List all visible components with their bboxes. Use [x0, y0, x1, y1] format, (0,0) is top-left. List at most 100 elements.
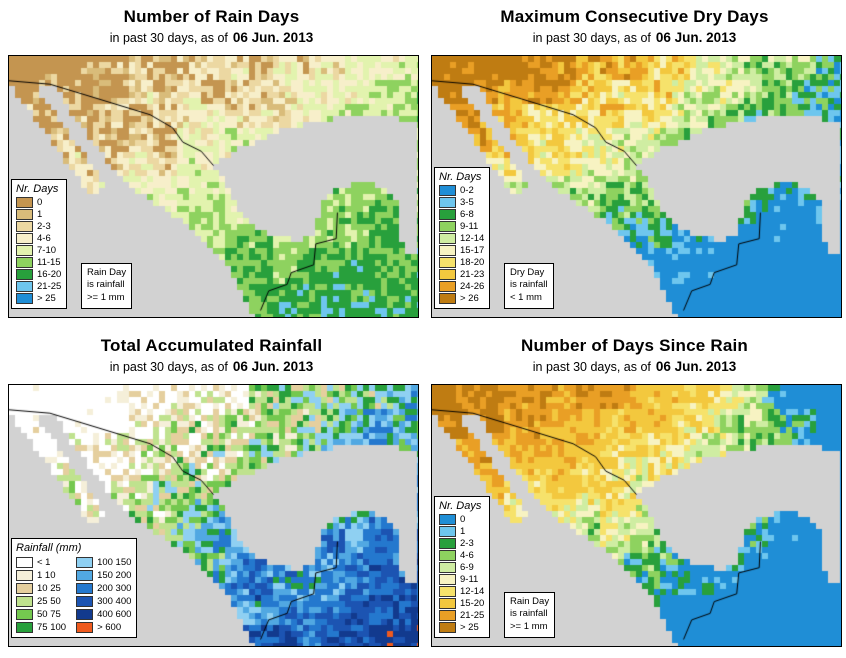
subtitle-text: in past 30 days, as of [532, 360, 651, 374]
panel-subtitle: in past 30 days, as of 06 Jun. 2013 [423, 30, 846, 45]
legend-swatch [76, 609, 94, 620]
legend-row: 21-23 [439, 269, 484, 280]
legend-row: 9-11 [439, 574, 484, 585]
legend-swatch [76, 622, 94, 633]
legend-swatch [439, 586, 456, 597]
legend-note-days-since-rain: Rain Day is rainfall >= 1 mm [504, 591, 556, 638]
legend-label: 6-9 [460, 562, 474, 573]
legend-row: 21-25 [439, 610, 484, 621]
legend-label: 10 25 [37, 583, 61, 594]
legend-row: > 600 [76, 622, 131, 633]
legend-label: > 25 [37, 293, 56, 304]
legend-label: 100 150 [97, 557, 132, 568]
legend-swatch [439, 269, 456, 280]
legend-row: 4-6 [16, 233, 61, 244]
legend-label: 400 600 [97, 609, 132, 620]
legend-row: 0-2 [439, 185, 484, 196]
legend-swatch [76, 570, 94, 581]
legend-label: 11-15 [37, 257, 61, 268]
legend-swatch [439, 245, 456, 256]
legend-label: 1 10 [37, 570, 56, 581]
legend-swatch [76, 583, 94, 594]
legend-label: < 1 [37, 557, 51, 568]
legend-row: 2-3 [439, 538, 484, 549]
legend-label: 21-25 [37, 281, 62, 292]
legend-label: > 25 [460, 622, 479, 633]
legend-swatch [439, 209, 456, 220]
legend-label: 4-6 [460, 550, 474, 561]
legend-label: 6-8 [460, 209, 474, 220]
legend-label: 15-17 [460, 245, 485, 256]
legend-row: 0 [439, 514, 484, 525]
legend-row: 150 200 [76, 570, 131, 581]
legend-swatch [439, 257, 456, 268]
legend-swatch [439, 538, 456, 549]
legend-swatch [16, 221, 33, 232]
subtitle-text: in past 30 days, as of [109, 31, 228, 45]
legend-row: 1 10 [16, 570, 66, 581]
legend-swatch [439, 185, 456, 196]
legend-label: 21-25 [460, 610, 485, 621]
legend-row: 9-11 [439, 221, 484, 232]
legend-swatch [439, 550, 456, 561]
legend-label: 0 [37, 197, 43, 208]
legend-rainfall: Rainfall (mm) < 1 1 10 10 25 25 50 50 75 75 10… [11, 538, 138, 638]
panel-subtitle: in past 30 days, as of 06 Jun. 2013 [423, 359, 846, 374]
legend-swatch [16, 557, 33, 568]
legend-row: 16-20 [16, 269, 61, 280]
subtitle-text: in past 30 days, as of [532, 31, 651, 45]
legend-label: 4-6 [37, 233, 51, 244]
subtitle-text: in past 30 days, as of [109, 360, 228, 374]
legend-title: Nr. Days [439, 171, 482, 183]
legend-row: 0 [16, 197, 61, 208]
legend-row: 12-14 [439, 586, 484, 597]
legend-row: 21-25 [16, 281, 61, 292]
legend-swatch [16, 281, 33, 292]
map-days-since-rain: Nr. Days 0 1 2-3 4-6 6-9 9-11 12-14 15-20 21-25 > … [431, 384, 842, 647]
legend-label: 15-20 [460, 598, 485, 609]
legend-row: 200 300 [76, 583, 131, 594]
legend-swatch [16, 622, 33, 633]
map-canvas-days-since-rain [432, 385, 841, 646]
legend-label: > 26 [460, 293, 479, 304]
legend-row: 18-20 [439, 257, 484, 268]
legend-swatch [16, 293, 33, 304]
legend-row: 10 25 [16, 583, 66, 594]
legend-label: 12-14 [460, 586, 485, 597]
legend-row: 100 150 [76, 557, 131, 568]
legend-label: 9-11 [460, 221, 479, 232]
legend-label: 24-26 [460, 281, 485, 292]
legend-swatch [439, 293, 456, 304]
legend-swatch [16, 197, 33, 208]
map-canvas-dry-days [432, 56, 841, 317]
legend-label: 300 400 [97, 596, 132, 607]
panel-rain-days: Number of Rain Days in past 30 days, as … [0, 0, 423, 329]
legend-label: 18-20 [460, 257, 485, 268]
legend-row: > 26 [439, 293, 484, 304]
legend-row: 300 400 [76, 596, 131, 607]
legend-label: 75 100 [37, 622, 67, 633]
legend-swatch [76, 596, 94, 607]
legend-label: 1 [37, 209, 43, 220]
panel-title: Maximum Consecutive Dry Days [500, 7, 769, 26]
subtitle-date: 06 Jun. 2013 [655, 30, 737, 45]
panel-subtitle: in past 30 days, as of 06 Jun. 2013 [0, 359, 423, 374]
subtitle-date: 06 Jun. 2013 [655, 359, 737, 374]
legend-rain-days: Nr. Days 0 1 2-3 4-6 7-10 11-15 16-20 21-25 > 25 [11, 179, 68, 309]
legend-label: 25 50 [37, 596, 61, 607]
legend-label: 2-3 [37, 221, 51, 232]
legend-swatch [439, 514, 456, 525]
legend-label: 50 75 [37, 609, 61, 620]
map-rainfall: Rainfall (mm) < 1 1 10 10 25 25 50 50 75 75 10… [8, 384, 419, 647]
legend-label: 21-23 [460, 269, 485, 280]
legend-row: 11-15 [16, 257, 61, 268]
subtitle-date: 06 Jun. 2013 [232, 30, 314, 45]
panel-title: Number of Rain Days [123, 7, 300, 26]
legend-row: 1 [439, 526, 484, 537]
legend-swatch [16, 233, 33, 244]
legend-label: 150 200 [97, 570, 132, 581]
legend-row: 12-14 [439, 233, 484, 244]
legend-swatch [439, 622, 456, 633]
legend-label: 7-10 [37, 245, 57, 256]
